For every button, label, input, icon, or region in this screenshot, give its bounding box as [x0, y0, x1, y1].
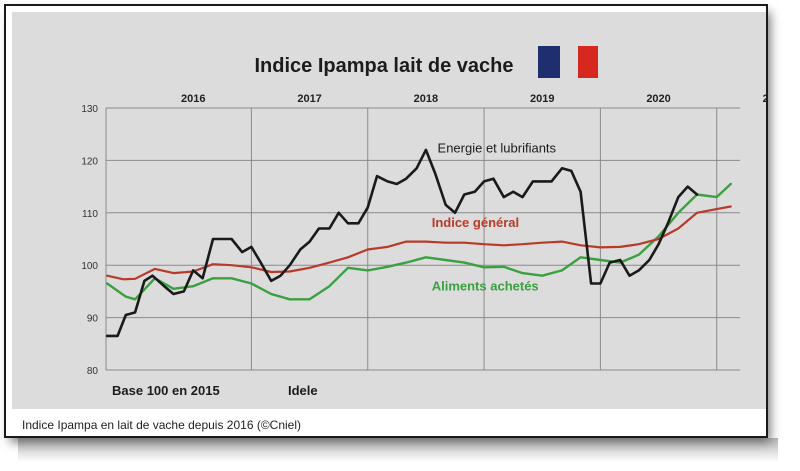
y-tick-label: 90: [87, 314, 99, 325]
series-energie-line: [105, 148, 699, 338]
y-tick-label: 100: [81, 261, 98, 272]
figure-caption: Indice Ipampa en lait de vache depuis 20…: [22, 418, 302, 432]
label-energie: Energie et lubrifiants: [438, 141, 557, 156]
note-source: Idele: [288, 383, 318, 398]
figure-frame: Indice Ipampa lait de vache 80 90 100 110 12…: [6, 6, 766, 436]
chart-svg: Indice Ipampa lait de vache 80 90 100 110 12…: [81, 46, 766, 398]
chart-photo: Indice Ipampa lait de vache 80 90 100 110 12…: [12, 12, 766, 409]
french-flag-icon: [538, 46, 598, 78]
plot-area: 80 90 100 110 120 130 2016 2017 2018 2019 2020 2021…: [81, 93, 766, 377]
y-tick-label: 120: [81, 156, 98, 167]
year-label: 2017: [297, 93, 321, 105]
year-label: 2016: [181, 93, 205, 105]
label-aliments: Aliments achetés: [432, 278, 539, 293]
chart-title: Indice Ipampa lait de vache: [255, 55, 514, 77]
series-general-line: [106, 205, 732, 281]
flag-white-band: [560, 46, 578, 78]
year-label: 2019: [530, 93, 554, 105]
frame-shadow: [18, 438, 778, 462]
y-tick-label: 130: [81, 104, 98, 115]
flag-red-band: [578, 46, 598, 78]
note-base: Base 100 en 2015: [112, 383, 220, 398]
label-general: Indice général: [432, 215, 519, 230]
y-tick-label: 80: [87, 366, 99, 377]
year-label: 2020: [646, 93, 670, 105]
y-tick-label: 110: [82, 209, 98, 220]
flag-blue-band: [538, 46, 560, 78]
year-label: 2018: [414, 93, 438, 105]
series-aliments-line: [105, 182, 732, 301]
year-label: 2021: [763, 93, 766, 105]
